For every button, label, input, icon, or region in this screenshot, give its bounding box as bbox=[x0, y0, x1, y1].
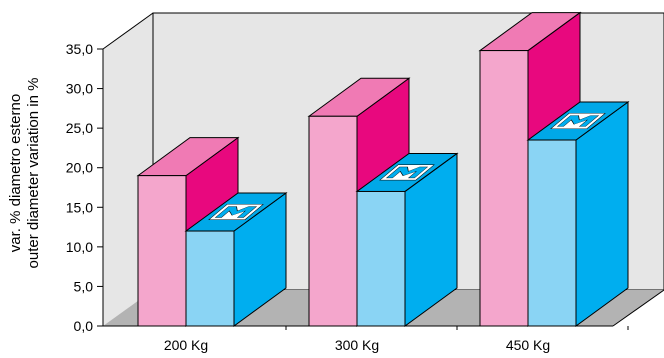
x-category-label: 450 Kg bbox=[506, 337, 550, 353]
bar-series-2-1 bbox=[355, 152, 459, 327]
x-category-label: 300 Kg bbox=[335, 337, 379, 353]
bar-side-face bbox=[575, 101, 629, 327]
bar-front-face bbox=[185, 230, 235, 327]
floor-right-edge bbox=[612, 289, 664, 327]
bar-front-face bbox=[137, 175, 187, 327]
bar-front-face bbox=[527, 139, 577, 327]
bar-series-2-2 bbox=[526, 101, 630, 327]
y-tick-label: 15,0 bbox=[66, 199, 93, 215]
mechanical-emblem-icon bbox=[208, 204, 264, 220]
x-category-label: 200 Kg bbox=[164, 337, 208, 353]
y-tick-label: 30,0 bbox=[66, 81, 93, 97]
mechanical-emblem-icon bbox=[550, 113, 606, 129]
bar-front-face bbox=[308, 115, 358, 327]
y-axis-label-line-1: var. % diametro esterno bbox=[7, 94, 24, 252]
bar-series-2-0 bbox=[184, 192, 288, 327]
y-tick-label: 10,0 bbox=[66, 239, 93, 255]
bar-front-face bbox=[356, 190, 406, 327]
y-tick-label: 5,0 bbox=[74, 278, 94, 294]
y-axis-label-line-2: outer diameter variation in % bbox=[25, 78, 42, 269]
y-tick-label: 0,0 bbox=[74, 318, 94, 334]
y-tick-label: 20,0 bbox=[66, 160, 93, 176]
y-tick-label: 25,0 bbox=[66, 120, 93, 136]
wall-top-edge bbox=[102, 12, 154, 50]
bar-front-face bbox=[479, 50, 529, 327]
y-tick-label: 35,0 bbox=[66, 41, 93, 57]
mechanical-emblem-icon bbox=[379, 164, 435, 181]
